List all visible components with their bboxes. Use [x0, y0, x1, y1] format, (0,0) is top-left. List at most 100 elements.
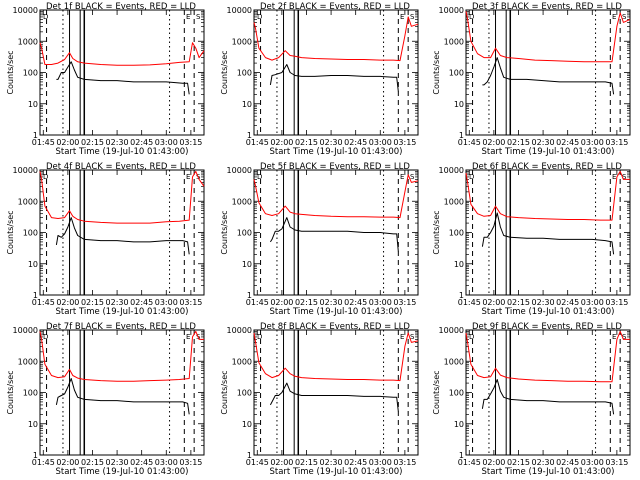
y-tick-label: 1000: [444, 357, 464, 366]
marker-letter-S: S: [622, 333, 627, 341]
y-tick-label: 1: [247, 451, 252, 460]
y-axis-label: Counts/sec: [6, 210, 15, 254]
detector-panel-3: 1 10 100 1000 10000 01:45 02:00 02:15 02:30 02:45…: [432, 2, 631, 157]
x-tick-label: 02:00: [56, 458, 79, 467]
x-tick-label: 03:00: [581, 298, 604, 307]
x-axis-label: Start Time (19-Jul-10 01:43:00): [482, 467, 615, 477]
x-tick-label: 01:45: [458, 138, 481, 147]
panel-title: Det 1f BLACK = Events, RED = LLD: [46, 2, 196, 12]
marker-letter-D: D: [43, 173, 48, 181]
x-tick-label: 03:15: [393, 298, 416, 307]
marker-letter-S: S: [622, 13, 627, 21]
y-tick-label: 100: [449, 229, 464, 238]
plot-frame: [465, 329, 631, 456]
x-tick-label: 02:00: [482, 138, 505, 147]
y-tick-label: 10: [454, 420, 464, 429]
marker-letter-E: E: [612, 333, 616, 341]
lld-rate-line: [39, 42, 205, 66]
marker-letter-E: E: [186, 333, 190, 341]
x-tick-label: 02:30: [320, 458, 343, 467]
marker-letter-D: D: [469, 13, 474, 21]
marker-letter-S: S: [622, 173, 627, 181]
x-tick-label: 02:45: [344, 138, 367, 147]
marker-letter-E: E: [186, 173, 190, 181]
x-tick-label: 02:00: [56, 298, 79, 307]
x-tick-label: 01:45: [32, 138, 55, 147]
y-tick-label: 1: [33, 291, 38, 300]
y-axis-label: Counts/sec: [6, 50, 15, 94]
y-axis-label: Counts/sec: [220, 50, 229, 94]
x-tick-label: 02:15: [81, 298, 104, 307]
x-tick-label: 02:15: [507, 138, 530, 147]
detector-panel-4: 1 10 100 1000 10000 01:45 02:00 02:15 02:30 02:45…: [6, 162, 205, 317]
marker-letter-S: S: [410, 333, 415, 341]
x-tick-label: 02:00: [270, 138, 293, 147]
y-tick-label: 100: [449, 389, 464, 398]
marker-letter-E: E: [400, 333, 404, 341]
y-tick-label: 1000: [18, 197, 38, 206]
x-tick-label: 02:30: [532, 458, 555, 467]
x-tick-label: 03:00: [369, 298, 392, 307]
x-axis-label: Start Time (19-Jul-10 01:43:00): [56, 467, 189, 477]
x-tick-label: 02:30: [532, 298, 555, 307]
plot-frame: [465, 9, 631, 136]
lld-rate-line: [253, 332, 419, 382]
y-tick-label: 1: [247, 291, 252, 300]
plot-frame: [253, 169, 419, 296]
marker-letter-D: D: [257, 333, 262, 341]
y-tick-label: 1000: [18, 357, 38, 366]
x-tick-label: 02:45: [130, 298, 153, 307]
y-axis-label: Counts/sec: [432, 370, 441, 414]
y-tick-label: 10000: [439, 166, 464, 175]
events-rate-line: [481, 379, 615, 415]
events-rate-line: [55, 378, 190, 415]
marker-letter-S: S: [196, 13, 201, 21]
y-tick-label: 1000: [232, 357, 252, 366]
marker-letter-E: E: [186, 13, 190, 21]
x-tick-label: 03:00: [369, 138, 392, 147]
y-tick-label: 10000: [13, 6, 38, 15]
x-tick-label: 02:00: [270, 458, 293, 467]
panel-title: Det 7f BLACK = Events, RED = LLD: [46, 322, 196, 332]
marker-letter-D: D: [43, 333, 48, 341]
x-tick-label: 01:45: [32, 458, 55, 467]
detector-panel-7: 1 10 100 1000 10000 01:45 02:00 02:15 02:30 02:45…: [6, 322, 205, 477]
panel-title: Det 9f BLACK = Events, RED = LLD: [472, 322, 622, 332]
y-tick-label: 10000: [227, 166, 252, 175]
events-rate-line: [55, 217, 190, 255]
x-tick-label: 03:15: [393, 458, 416, 467]
x-tick-label: 01:45: [32, 298, 55, 307]
x-tick-label: 01:45: [458, 458, 481, 467]
x-tick-label: 02:00: [482, 458, 505, 467]
y-tick-label: 10: [28, 100, 38, 109]
y-tick-label: 100: [23, 389, 38, 398]
x-tick-label: 02:15: [507, 298, 530, 307]
x-tick-label: 02:45: [556, 138, 579, 147]
lld-rate-line: [465, 330, 630, 383]
x-tick-label: 02:00: [482, 298, 505, 307]
x-tick-label: 03:15: [179, 298, 202, 307]
panel-title: Det 6f BLACK = Events, RED = LLD: [472, 162, 622, 172]
y-axis-label: Counts/sec: [432, 50, 441, 94]
marker-letter-E: E: [400, 173, 404, 181]
x-axis-label: Start Time (19-Jul-10 01:43:00): [56, 147, 189, 157]
marker-letter-S: S: [410, 13, 415, 21]
y-tick-label: 100: [449, 69, 464, 78]
x-tick-label: 02:15: [507, 458, 530, 467]
x-tick-label: 02:30: [320, 298, 343, 307]
plot-frame: [39, 169, 205, 296]
marker-letter-D: D: [257, 173, 262, 181]
x-tick-label: 03:00: [581, 458, 604, 467]
x-tick-label: 02:30: [532, 138, 555, 147]
x-tick-label: 02:30: [106, 138, 129, 147]
marker-letter-E: E: [612, 13, 616, 21]
lld-rate-line: [253, 16, 419, 62]
plot-frame: [39, 329, 205, 456]
y-tick-label: 1: [247, 131, 252, 140]
panel-title: Det 5f BLACK = Events, RED = LLD: [260, 162, 410, 172]
x-tick-label: 02:45: [130, 138, 153, 147]
plot-frame: [253, 329, 419, 456]
marker-letter-E: E: [400, 13, 404, 21]
events-rate-line: [269, 64, 399, 92]
